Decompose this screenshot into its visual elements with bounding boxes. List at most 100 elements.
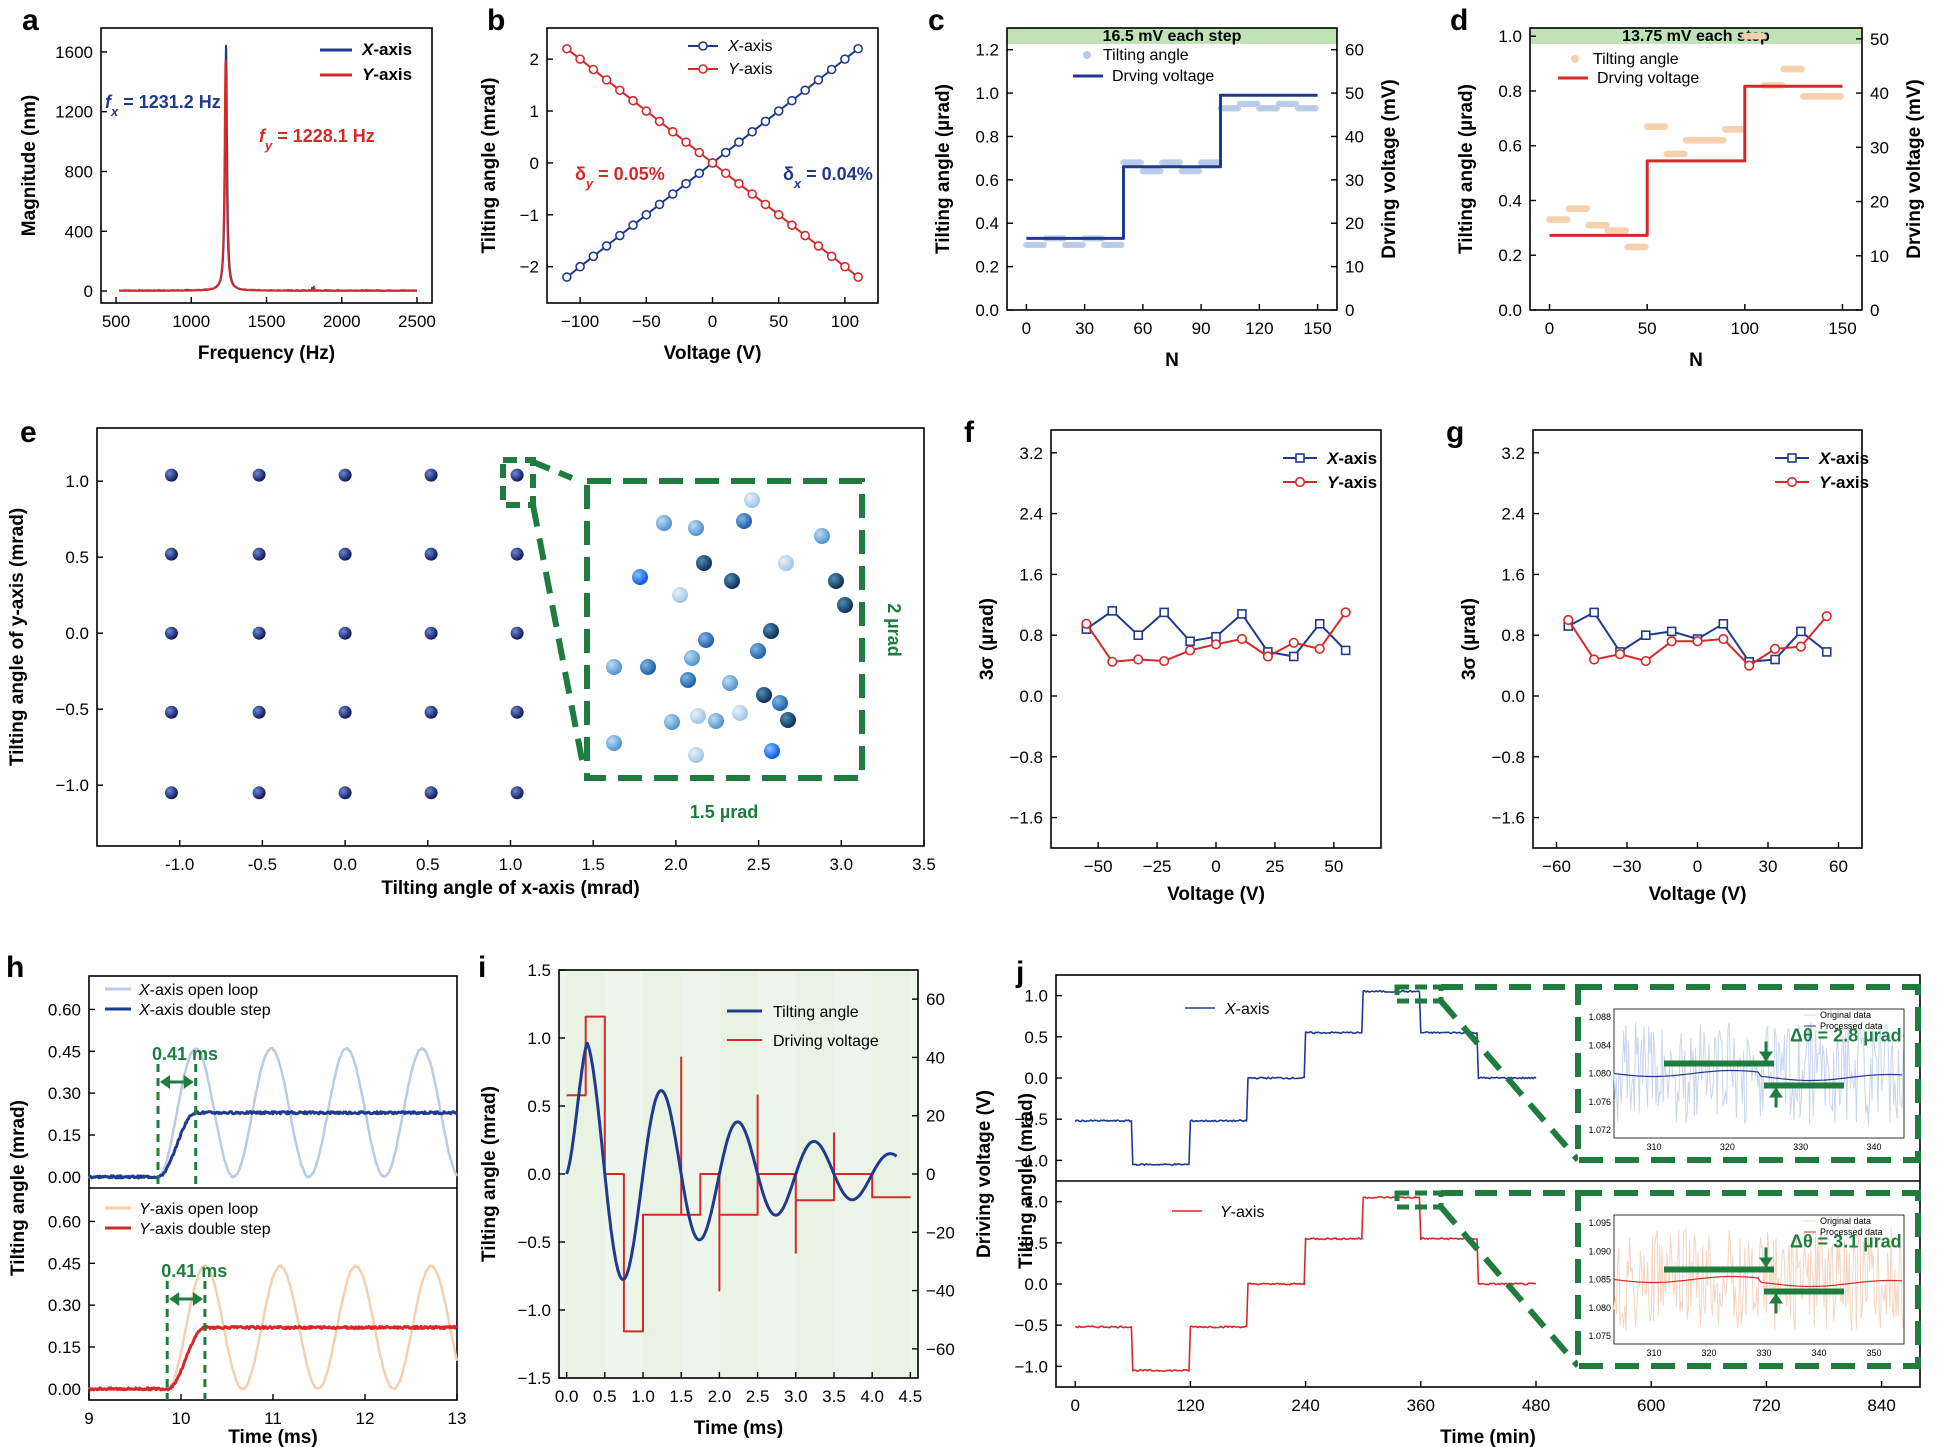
data-point [681, 137, 691, 147]
x-tick-label: 480 [1522, 1396, 1550, 1415]
inset-x-tick-label: 340 [1811, 1348, 1826, 1358]
data-point [575, 261, 585, 272]
series-double-step [88, 1324, 458, 1392]
grid-point [252, 547, 266, 561]
y-tick-label: 0.0 [1019, 687, 1043, 706]
inset-point [708, 713, 724, 729]
y-tick-label: 0.8 [1498, 82, 1522, 101]
panel-label-j: j [1015, 956, 1024, 989]
y-axis-label: Tilting angle (mrad) [479, 1086, 500, 1262]
arrow-head [1769, 1293, 1783, 1304]
data-point [1081, 618, 1092, 629]
legend-y-axis: Y-axis [728, 61, 772, 78]
data-point [1176, 159, 1183, 166]
x-tick-label: 1.0 [499, 855, 523, 874]
y-tick-label: 0.0 [527, 1165, 551, 1184]
data-point [1040, 241, 1048, 249]
x-tick-label: -0.5 [248, 855, 277, 874]
x-axis-label: Voltage (V) [664, 343, 762, 364]
data-point [1622, 227, 1630, 235]
x-tick-label: 120 [1176, 1396, 1204, 1415]
panel-label-d: d [1450, 4, 1468, 37]
y-tick-label: −0.5 [55, 700, 89, 719]
data-point [1796, 626, 1806, 637]
legend-marker [1083, 51, 1091, 59]
text-span: X [138, 982, 151, 999]
inset-height-label: 2 µrad [884, 603, 904, 656]
data-point [707, 158, 718, 168]
y-tick-label: −1 [520, 206, 539, 225]
grid-point [424, 626, 438, 640]
text-span: = 0.05% [593, 164, 665, 184]
inset-point [763, 623, 779, 639]
x-tick-label: 120 [1245, 319, 1273, 338]
shade-band [719, 970, 758, 1378]
x-tick-label: 2000 [323, 312, 361, 331]
panel-label-c: c [928, 4, 945, 37]
inset-y-tick-label: 1.088 [1588, 1012, 1611, 1022]
text-span: δ [783, 164, 794, 184]
inset-original-data [1613, 1022, 1904, 1126]
data-point [615, 230, 625, 241]
x-axis-label: Frequency (Hz) [198, 343, 335, 364]
inset-legend-processed: Processed data [1820, 1021, 1883, 1031]
x-tick-label: −60 [1542, 857, 1571, 876]
panel-label-e: e [20, 416, 37, 449]
data-point [1314, 618, 1325, 629]
x-axis-label: Time (ms) [694, 1418, 783, 1439]
y-tick-label: 0.6 [975, 171, 999, 190]
data-point [840, 54, 850, 64]
y-tick-label: −0.5 [517, 1233, 551, 1252]
data-point [787, 220, 797, 230]
text-span: X [1818, 449, 1832, 468]
y-tick-label: 0.5 [1024, 1028, 1048, 1047]
x-tick-label: 0.5 [416, 855, 440, 874]
x-tick-label: −50 [1084, 857, 1113, 876]
inset-point [690, 708, 706, 724]
zoom-connector [1438, 999, 1581, 1162]
data-point [1133, 654, 1144, 665]
data-point [1107, 606, 1118, 616]
inset-y-tick-label: 1.095 [1588, 1218, 1611, 1228]
text-span: Y [139, 1201, 151, 1218]
data-point [1237, 609, 1247, 619]
data-point [1210, 639, 1222, 650]
y-axis-label: Tilting angle (µrad) [933, 84, 954, 254]
data-point [562, 43, 572, 54]
data-point [840, 261, 850, 272]
x-tick-label: 0 [1070, 1396, 1079, 1415]
inset-point [606, 659, 622, 675]
x-tick-label: −50 [632, 312, 661, 331]
zoom-connector [531, 459, 574, 481]
x-tick-label: 0.5 [593, 1387, 617, 1406]
inset-point [732, 705, 748, 721]
y-tick-label: −1.0 [1014, 1151, 1048, 1170]
grid-point [338, 626, 352, 640]
shade-band [872, 970, 911, 1378]
plot-frame [1006, 27, 1338, 311]
x-tick-label: 50 [1638, 319, 1657, 338]
text-span: f [105, 92, 113, 112]
grid-point [424, 468, 438, 482]
x-tick-label: 2.0 [664, 855, 688, 874]
text-span: Y [1327, 473, 1340, 492]
arrow-head [169, 1292, 180, 1306]
data-point [1821, 611, 1832, 622]
x-tick-label: 50 [769, 312, 788, 331]
y-tick-label: 1.0 [975, 84, 999, 103]
y-tick-label: 0.00 [48, 1380, 81, 1399]
grid-point [510, 547, 524, 561]
y-tick-label: −0.8 [1491, 748, 1525, 767]
data-point [601, 241, 612, 251]
y-tick-label: 1.0 [1498, 27, 1522, 46]
text-span: X [138, 1002, 151, 1019]
y-tick-label: 0.60 [48, 1212, 81, 1231]
inset-point [772, 695, 788, 711]
legend-marker [1786, 476, 1798, 488]
y-tick-label: 0.15 [48, 1126, 81, 1145]
x-tick-label: 0.0 [333, 855, 357, 874]
inset-point [696, 555, 712, 571]
text-span: = 1228.1 Hz [272, 126, 375, 146]
inset-point [736, 513, 752, 529]
